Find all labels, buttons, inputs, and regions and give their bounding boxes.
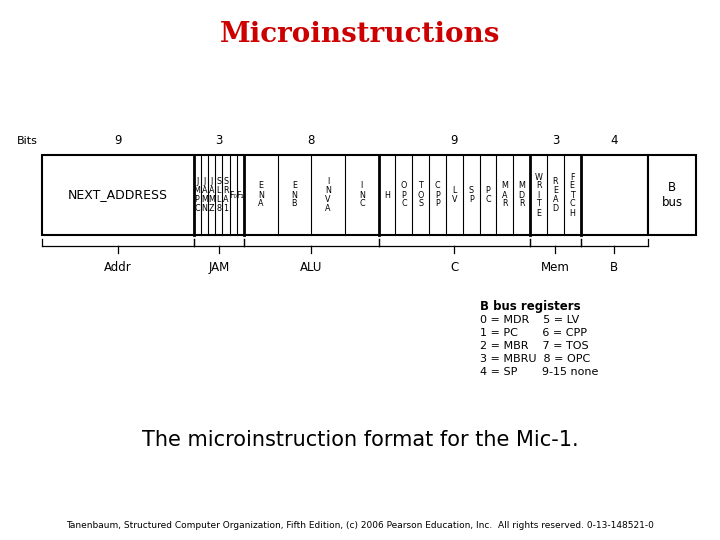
Bar [42,155,648,235]
Text: O
P
C: O P C [401,181,407,208]
Text: I
N
V
A: I N V A [325,177,331,213]
Text: The microinstruction format for the Mic-1.: The microinstruction format for the Mic-… [142,430,578,450]
Text: S
R
A
1: S R A 1 [223,177,229,213]
Text: S
L
L
8: S L L 8 [216,177,221,213]
Text: C
P
P: C P P [435,181,441,208]
Text: C: C [450,261,459,274]
Text: Addr: Addr [104,261,132,274]
Text: 4: 4 [611,134,618,147]
Text: ALU: ALU [300,261,323,274]
Text: M
D
R: M D R [518,181,525,208]
Text: 3: 3 [552,134,559,147]
Text: 1 = PC       6 = CPP: 1 = PC 6 = CPP [480,328,587,338]
Text: R
E
A
D: R E A D [552,177,559,213]
Text: E
N
B: E N B [292,181,297,208]
Text: Microinstructions: Microinstructions [220,22,500,49]
Text: F₀: F₀ [229,191,237,199]
Text: 8: 8 [307,134,315,147]
Text: B
bus: B bus [662,181,683,209]
Text: 9: 9 [114,134,122,147]
Text: I
N
C: I N C [359,181,365,208]
Text: S
P: S P [469,186,474,204]
Text: J
A
M
Z: J A M Z [208,177,215,213]
Text: 4 = SP       9-15 none: 4 = SP 9-15 none [480,367,598,377]
Text: 2 = MBR    7 = TOS: 2 = MBR 7 = TOS [480,341,589,351]
Bar [648,155,696,235]
Text: 3 = MBRU  8 = OPC: 3 = MBRU 8 = OPC [480,354,590,364]
Text: M
A
R: M A R [501,181,508,208]
Text: Tanenbaum, Structured Computer Organization, Fifth Edition, (c) 2006 Pearson Edu: Tanenbaum, Structured Computer Organizat… [66,521,654,530]
Text: T
O
S: T O S [418,181,424,208]
Text: B: B [611,261,618,274]
Text: NEXT_ADDRESS: NEXT_ADDRESS [68,188,168,201]
Text: 0 = MDR    5 = LV: 0 = MDR 5 = LV [480,315,580,325]
Text: Mem: Mem [541,261,570,274]
Text: Bits: Bits [17,136,38,146]
Text: W
R
I
T
E: W R I T E [535,172,543,218]
Text: F₁: F₁ [236,191,244,199]
Text: B bus registers: B bus registers [480,300,580,313]
Text: 9: 9 [451,134,458,147]
Text: J
M
P
C: J M P C [194,177,201,213]
Text: F
E
T
C
H: F E T C H [570,172,575,218]
Text: JAM: JAM [208,261,230,274]
Text: P
C: P C [485,186,491,204]
Text: E
N
A: E N A [258,181,264,208]
Text: 3: 3 [215,134,222,147]
Text: J
A
M
N: J A M N [201,177,208,213]
Text: L
V: L V [451,186,457,204]
Text: H: H [384,191,390,199]
